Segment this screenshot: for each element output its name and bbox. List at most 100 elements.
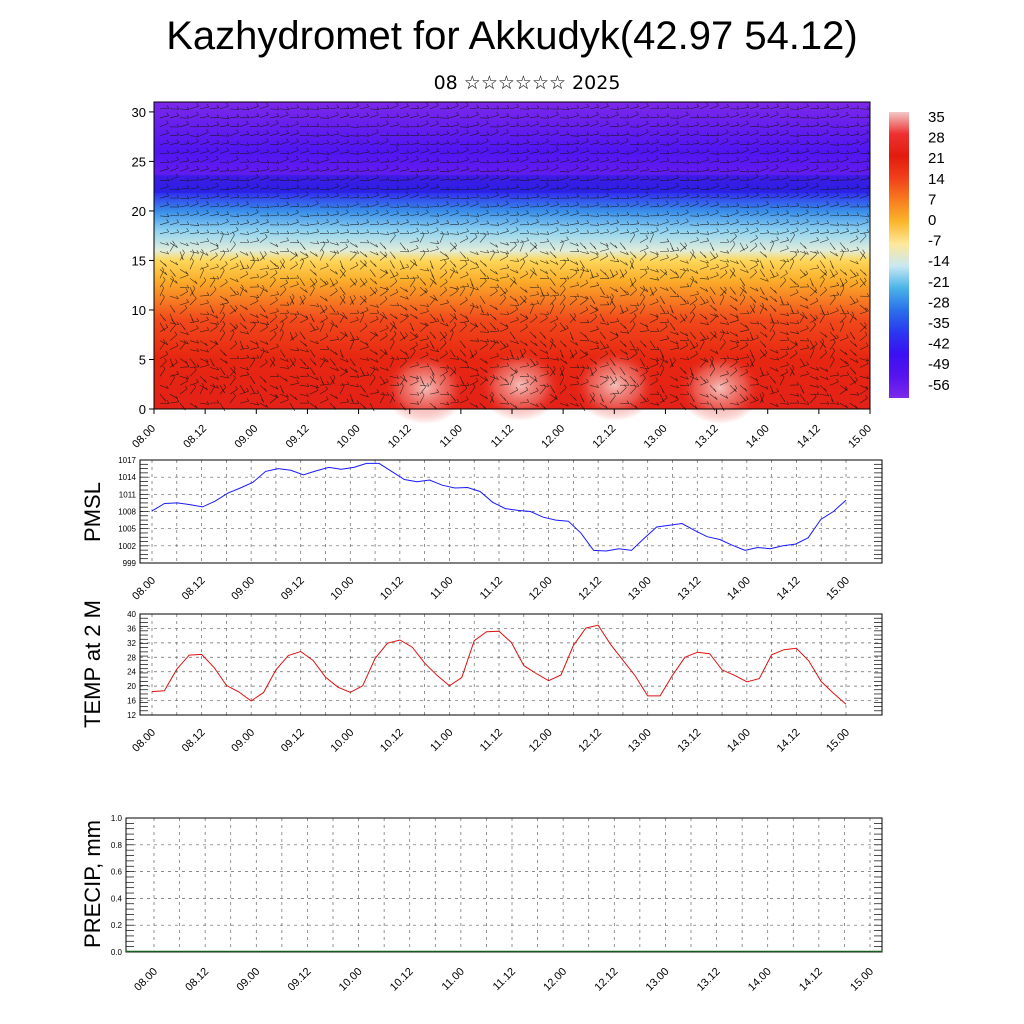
wind-barb: [759, 374, 769, 377]
wind-barb: [709, 393, 718, 400]
wind-barb: [629, 203, 639, 208]
wind-barb: [549, 125, 559, 128]
wind-barb-flag: [281, 329, 284, 333]
wind-barb-flag: [274, 263, 277, 267]
wind-barb: [279, 197, 290, 199]
wind-barb: [379, 393, 389, 396]
wind-barb-flag: [576, 175, 580, 179]
wind-barb-flag: [742, 285, 745, 289]
wind-barb: [229, 229, 239, 234]
wind-barb-flag: [626, 150, 630, 155]
wind-barb: [379, 161, 390, 163]
wind-barb-flag: [384, 269, 388, 274]
wind-barb-flag: [616, 195, 620, 199]
wind-barb: [669, 232, 680, 234]
wind-barb-flag: [856, 228, 860, 232]
wind-barb-flag: [376, 230, 380, 234]
wind-barb: [799, 295, 808, 302]
wind-barb-flag: [236, 262, 239, 267]
wind-barb-flag: [486, 329, 490, 333]
wind-barb: [689, 299, 698, 306]
wind-barb: [439, 133, 449, 136]
wind-barb: [669, 132, 679, 136]
wind-barb-flag: [704, 316, 708, 320]
wind-barb: [309, 288, 315, 297]
wind-barb: [689, 224, 700, 226]
wind-barb: [629, 309, 638, 315]
wind-barb-flag: [483, 326, 487, 330]
wind-barb-flag: [226, 201, 230, 206]
wind-barb: [649, 289, 657, 297]
wind-barb-flag: [556, 106, 560, 110]
wind-barb: [539, 317, 548, 324]
wind-barb-flag: [551, 302, 554, 306]
wind-barb: [789, 230, 799, 234]
wind-barb: [329, 195, 339, 199]
wind-barb-flag: [456, 165, 459, 170]
wind-barb-flag: [486, 194, 490, 199]
wind-barb-flag: [796, 133, 800, 137]
wind-barb-flag: [606, 176, 610, 180]
wind-barb: [849, 313, 857, 321]
wind-barb-flag: [244, 325, 247, 330]
wind-barb: [209, 124, 219, 128]
wind-barb-flag: [686, 337, 690, 341]
wind-barb: [399, 158, 409, 163]
wind-barb: [609, 295, 614, 305]
wind-barb-flag: [432, 372, 435, 376]
wind-barb-flag: [626, 356, 630, 360]
wind-barb: [689, 133, 699, 136]
wind-barb-flag: [516, 176, 520, 181]
wind-barb: [729, 205, 739, 208]
wind-barb-flag: [726, 228, 730, 233]
wind-barb-flag: [406, 263, 409, 268]
wind-barb-flag: [366, 185, 370, 190]
wind-barb-flag: [456, 149, 460, 154]
wind-barb-flag: [562, 365, 565, 369]
wind-barb-flag: [496, 284, 500, 288]
wind-barb-flag: [633, 380, 636, 384]
wind-barb-flag: [475, 377, 479, 382]
wind-barb: [709, 331, 717, 339]
wind-barb-flag: [532, 267, 535, 271]
wind-barb: [209, 343, 218, 350]
wind-barb-flag: [436, 203, 440, 207]
wind-barb-flag: [206, 148, 210, 152]
wind-barb-flag: [246, 344, 250, 349]
wind-barb-flag: [761, 372, 764, 376]
wind-barb: [759, 167, 769, 172]
wind-barb: [489, 205, 499, 208]
wind-barb-flag: [814, 286, 817, 291]
wind-barb: [839, 215, 850, 217]
wind-barb-flag: [806, 305, 809, 309]
wind-barb-flag: [406, 354, 410, 359]
wind-barb: [229, 326, 238, 333]
wind-barb: [549, 230, 559, 234]
wind-barb: [249, 106, 259, 110]
wind-barb-flag: [226, 122, 230, 126]
wind-barb-flag: [282, 264, 285, 269]
wind-barb-flag: [716, 132, 720, 136]
wind-barb-flag: [661, 356, 665, 360]
wind-barb: [549, 294, 559, 297]
wind-barb-flag: [216, 132, 220, 136]
wind-barb: [719, 223, 729, 226]
wind-barb-flag: [756, 192, 759, 196]
wind-barb-flag: [406, 185, 410, 190]
wind-barb: [209, 149, 219, 154]
wind-barb-flag: [656, 146, 659, 151]
wind-barb-flag: [576, 104, 580, 109]
heatmap-y-tick-label: 25: [132, 154, 146, 169]
wind-barb-flag: [576, 293, 580, 298]
wind-barb: [539, 204, 549, 208]
wind-barb: [219, 188, 230, 191]
wind-barb: [729, 124, 739, 128]
wind-barb: [439, 258, 449, 261]
wind-barb-flag: [486, 204, 490, 208]
wind-barb: [419, 311, 429, 315]
wind-barb: [799, 195, 809, 199]
wind-barb: [289, 205, 300, 208]
wind-barb: [419, 354, 429, 359]
wind-barb: [369, 312, 380, 315]
wind-barb-flag: [515, 269, 519, 274]
